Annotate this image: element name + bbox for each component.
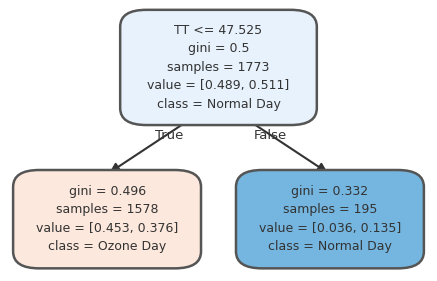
FancyBboxPatch shape [120, 10, 317, 125]
Text: TT <= 47.525
gini = 0.5
samples = 1773
value = [0.489, 0.511]
class = Normal Day: TT <= 47.525 gini = 0.5 samples = 1773 v… [147, 24, 290, 111]
FancyBboxPatch shape [13, 170, 201, 268]
Text: True: True [155, 129, 184, 142]
FancyBboxPatch shape [236, 170, 424, 268]
Text: gini = 0.496
samples = 1578
value = [0.453, 0.376]
class = Ozone Day: gini = 0.496 samples = 1578 value = [0.4… [36, 185, 178, 253]
Text: False: False [253, 129, 287, 142]
Text: gini = 0.332
samples = 195
value = [0.036, 0.135]
class = Normal Day: gini = 0.332 samples = 195 value = [0.03… [259, 185, 401, 253]
